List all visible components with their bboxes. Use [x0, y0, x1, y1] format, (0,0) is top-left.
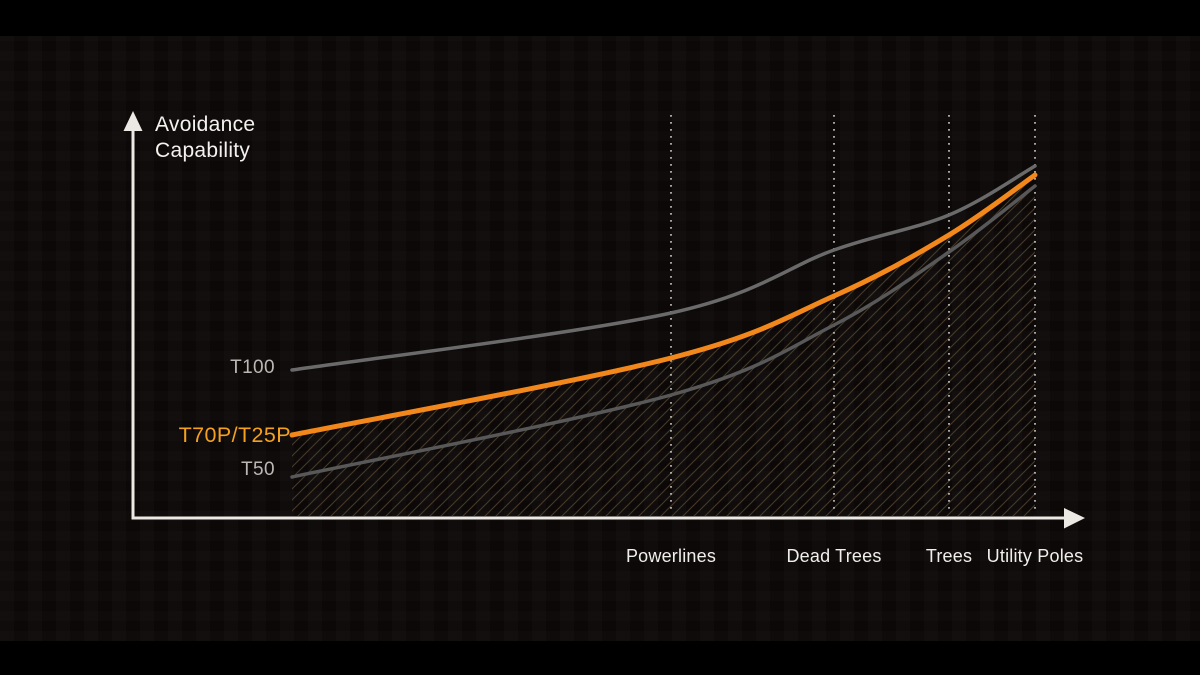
series-label-t70p-t25p: T70P/T25P	[178, 423, 291, 447]
x-axis-label-utility-poles: Utility Poles	[986, 546, 1084, 566]
y-axis-label-line2: Capability	[155, 139, 251, 162]
x-axis-arrow-icon	[1064, 508, 1085, 529]
hatch-area-below-t70p-t25p	[292, 175, 1035, 516]
x-axis-label-dead-trees: Dead Trees	[786, 546, 882, 566]
curve-t50	[290, 184, 1037, 479]
x-axis-label-trees: Trees	[925, 546, 973, 566]
y-axis-arrow-icon	[123, 111, 143, 131]
x-axis-label-powerlines: Powerlines	[625, 546, 717, 566]
y-axis-label: Avoidance Capability	[155, 112, 255, 164]
curve-t70p-t25p	[289, 172, 1038, 438]
curve-t100	[290, 164, 1037, 372]
y-axis-label-line1: Avoidance	[155, 113, 256, 136]
series-label-t100: T100	[230, 357, 275, 378]
series-label-t50: T50	[241, 459, 275, 480]
